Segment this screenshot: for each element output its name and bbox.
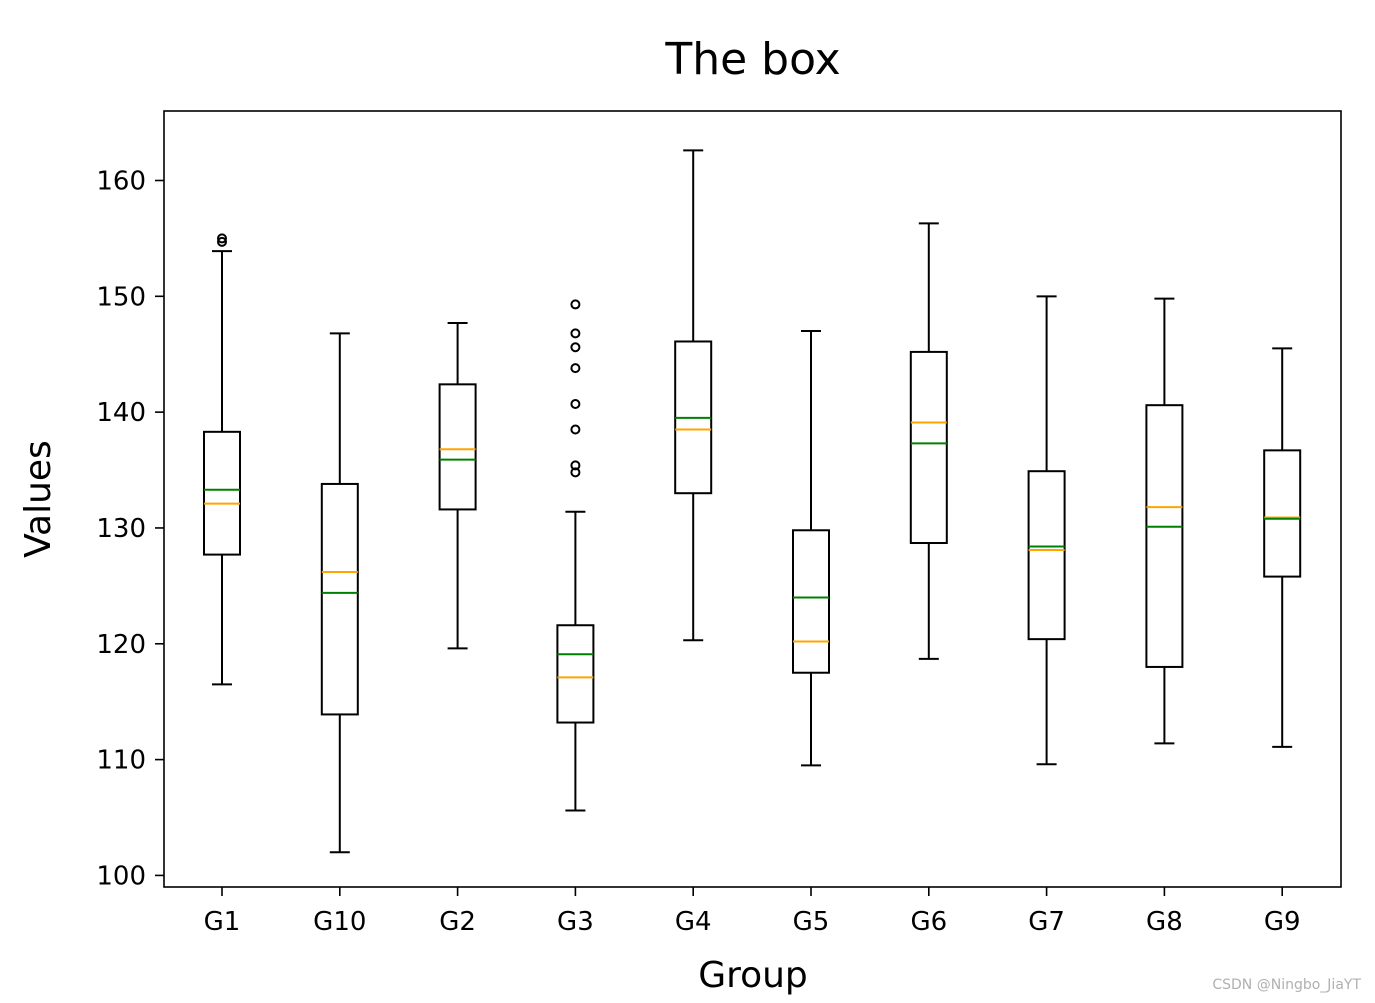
- y-tick-label: 120: [96, 630, 146, 660]
- iqr-box: [320, 482, 359, 716]
- x-axis: G1 G10 G2 G3 G4 G5 G6 G7 G8 G9: [204, 887, 1301, 937]
- y-tick-label: 140: [96, 398, 146, 428]
- iqr-box: [438, 383, 477, 511]
- outlier-point: [217, 233, 227, 244]
- y-tick-label: 160: [96, 166, 146, 196]
- x-tick-label: G8: [1146, 907, 1183, 937]
- box-group-g3: [556, 299, 595, 812]
- iqr-box: [203, 430, 241, 556]
- box-group-g9: [1263, 347, 1302, 748]
- iqr-box: [792, 529, 830, 674]
- x-tick-label: G7: [1028, 907, 1065, 937]
- iqr-box: [1263, 449, 1302, 578]
- y-tick-label: 150: [96, 282, 146, 312]
- box-group-g2: [438, 321, 477, 650]
- iqr-box: [1145, 404, 1184, 668]
- outlier-point: [570, 328, 581, 339]
- x-tick-label: G1: [204, 907, 241, 937]
- outlier-point: [570, 460, 581, 471]
- y-tick-label: 100: [96, 861, 146, 891]
- x-tick-label: G4: [675, 907, 712, 937]
- watermark-text: CSDN @Ningbo_JiaYT: [1212, 977, 1361, 993]
- iqr-box: [1027, 470, 1066, 641]
- box-group-g4: [674, 149, 713, 642]
- x-tick-label: G3: [557, 907, 594, 937]
- x-axis-label: Group: [698, 955, 808, 996]
- plot-area-frame: [163, 110, 1342, 888]
- y-axis-label: Values: [18, 440, 59, 558]
- y-tick-label: 130: [96, 514, 146, 544]
- outlier-point: [570, 467, 581, 478]
- y-axis: 100 110 120 130 140 150 160: [96, 166, 164, 891]
- iqr-box: [556, 624, 595, 724]
- boxes-layer: [203, 149, 1302, 854]
- outlier-point: [570, 363, 581, 374]
- box-group-g8: [1145, 297, 1184, 745]
- outlier-point: [570, 299, 581, 310]
- box-group-g1: [203, 233, 241, 686]
- x-tick-label: G5: [793, 907, 830, 937]
- iqr-box: [909, 350, 948, 545]
- x-tick-label: G2: [439, 907, 476, 937]
- outlier-point: [570, 342, 581, 353]
- box-group-g6: [909, 222, 948, 660]
- box-group-g7: [1027, 295, 1066, 766]
- x-tick-label: G9: [1264, 907, 1301, 937]
- outlier-point: [570, 424, 581, 435]
- outlier-point: [217, 236, 227, 247]
- x-tick-label: G6: [910, 907, 947, 937]
- x-tick-label: G10: [313, 907, 366, 937]
- y-tick-label: 110: [96, 746, 146, 776]
- chart-title: The box: [664, 34, 840, 85]
- box-group-g5: [792, 330, 830, 767]
- box-group-g10: [320, 332, 359, 854]
- outlier-point: [570, 399, 581, 410]
